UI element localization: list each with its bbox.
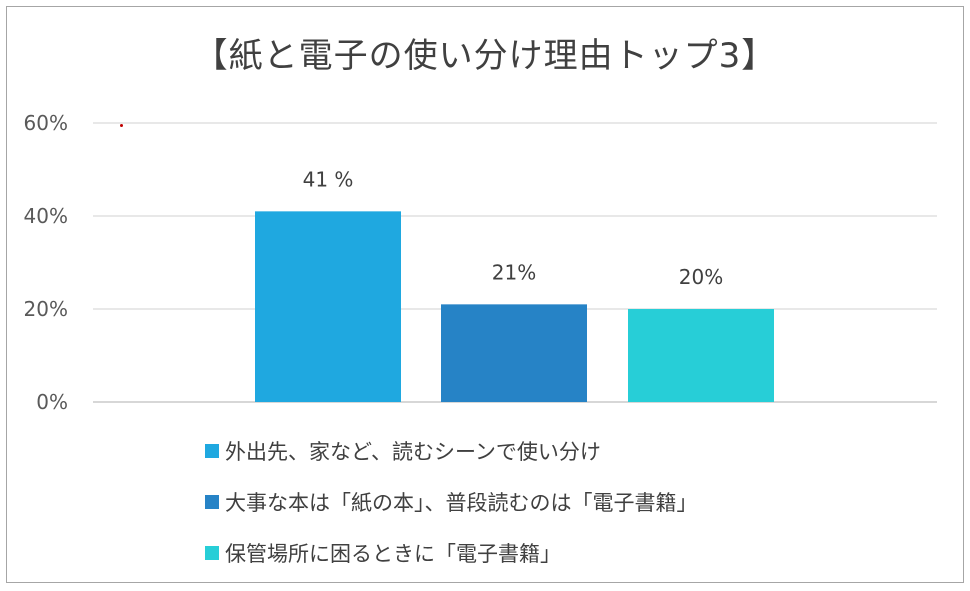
legend-label-0: 外出先、家など、読むシーンで使い分け <box>225 440 601 464</box>
legend: 外出先、家など、読むシーンで使い分け 大事な本は「紙の本」、普段読むのは「電子書… <box>205 438 698 591</box>
y-tick-label-0: 0% <box>36 390 68 414</box>
legend-item-1: 大事な本は「紙の本」、普段読むのは「電子書籍」 <box>205 489 698 515</box>
y-tick-label-20: 20% <box>24 297 68 321</box>
y-tick-label-60: 60% <box>24 111 68 135</box>
legend-swatch-2 <box>205 546 219 560</box>
legend-item-2: 保管場所に困るときに「電子書籍」 <box>205 540 698 566</box>
bar-1 <box>441 304 587 402</box>
legend-swatch-0 <box>205 444 219 458</box>
legend-swatch-1 <box>205 495 219 509</box>
bar-0 <box>255 211 401 402</box>
legend-label-2: 保管場所に困るときに「電子書籍」 <box>225 542 561 566</box>
chart-frame <box>6 6 964 583</box>
legend-label-1: 大事な本は「紙の本」、普段読むのは「電子書籍」 <box>225 491 698 515</box>
bar-2 <box>628 309 774 402</box>
legend-item-0: 外出先、家など、読むシーンで使い分け <box>205 438 698 464</box>
chart-title: 【紙と電子の使い分け理由トップ3】 <box>193 36 777 76</box>
data-label-2: 20% <box>679 265 723 289</box>
y-tick-label-40: 40% <box>24 204 68 228</box>
data-label-1: 21% <box>492 260 536 284</box>
data-label-0: 41 % <box>303 167 354 191</box>
marker-dot <box>120 124 123 127</box>
